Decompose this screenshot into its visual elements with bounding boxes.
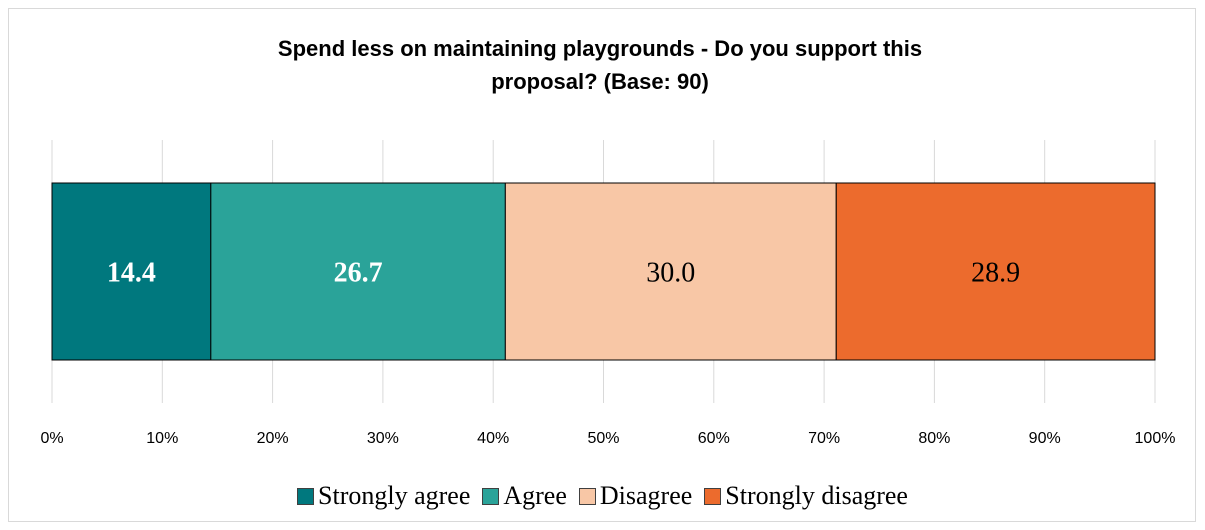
legend-label: Agree [503, 481, 567, 510]
x-tick-label: 80% [918, 430, 950, 447]
legend-swatch [482, 487, 500, 505]
x-tick-label: 30% [367, 430, 399, 447]
bar-segment [51, 182, 212, 361]
stacked-bar-chart: 0% 10% 20% 30% 40% 50% 60% 70% 80% 90% 100% 14.4 26.… [40, 140, 1176, 447]
chart-title-line-2: proposal? (Base: 90) [491, 69, 709, 94]
legend-swatch [704, 487, 722, 505]
x-tick-label: 100% [1135, 430, 1176, 447]
x-tick-label: 70% [808, 430, 840, 447]
legend-label: Strongly disagree [725, 481, 908, 510]
x-tick-label: 10% [146, 430, 178, 447]
data-label: 28.9 [971, 258, 1020, 289]
data-label: 26.7 [334, 258, 383, 289]
data-label: 30.0 [646, 258, 695, 289]
bar-segment [835, 182, 1156, 361]
legend-item: Agree [482, 481, 567, 511]
chart-legend: Strongly agree Agree Disagree Strongly disa… [0, 476, 1205, 516]
legend-label: Disagree [599, 481, 693, 510]
legend-label: Strongly agree [318, 481, 471, 510]
x-tick-label: 0% [40, 430, 63, 447]
x-tick-label: 90% [1029, 430, 1061, 447]
legend-item: Strongly disagree [704, 481, 908, 511]
legend-swatch [297, 487, 315, 505]
bar-segment [210, 182, 506, 361]
x-tick-label: 20% [257, 430, 289, 447]
x-tick-label: 50% [587, 430, 619, 447]
legend-item: Strongly agree [297, 481, 470, 511]
legend-item: Disagree [578, 481, 693, 511]
x-tick-label: 60% [698, 430, 730, 447]
bar-segment [504, 182, 837, 361]
legend-swatch [578, 487, 596, 505]
data-label: 14.4 [107, 258, 156, 289]
chart-title-line-1: Spend less on maintaining playgrounds - … [277, 36, 923, 61]
x-tick-label: 40% [477, 430, 509, 447]
chart-title: Spend less on maintaining playgrounds - … [150, 32, 1050, 98]
